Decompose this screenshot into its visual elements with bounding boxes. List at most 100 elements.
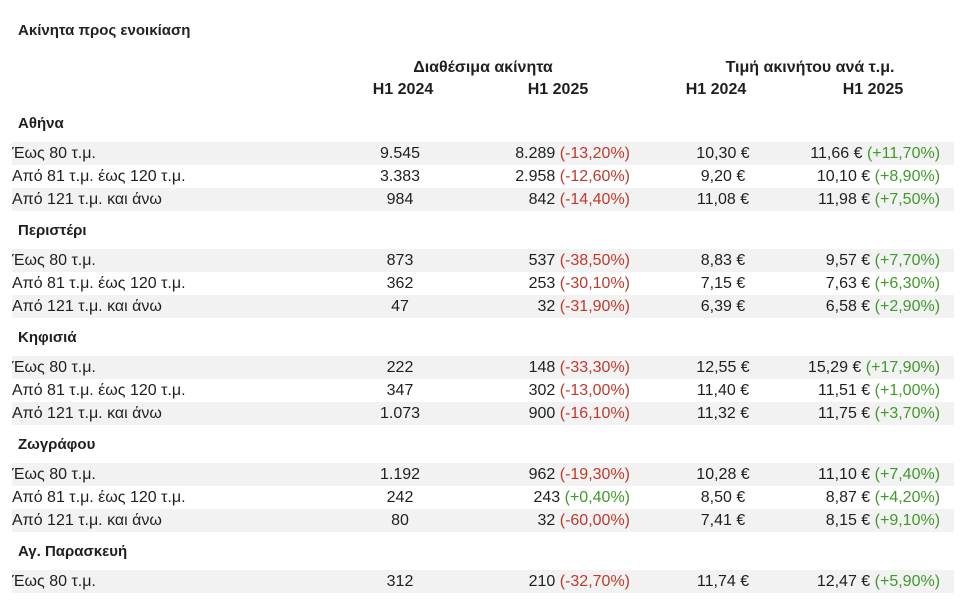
avail-2024-cell: 347 [386,381,414,399]
price-2025-cell: 15,29 € (+17,90%) [796,356,955,379]
row-label: Έως 80 τ.μ. [12,570,312,593]
price-2025-cell: 11,51 € (+1,00%) [796,379,954,402]
price-2025-cell: 11,98 € (+7,50%) [796,188,955,211]
avail-2025-cell: 32 (-31,90%) [488,295,650,318]
avail-2024-cell: 1.192 [312,463,488,486]
avail-2024-cell: 1.073 [312,402,488,425]
row-label: Από 81 τ.μ. έως 120 τ.μ. [12,488,186,506]
price-2024-cell: 8,50 € [700,488,746,506]
avail-2025-value: 253 [528,274,556,292]
avail-2025-cell: 210 (-32,70%) [488,570,650,593]
price-2025-cell: 8,87 € (+4,20%) [796,486,954,509]
price-2025-value: 11,75 € [818,404,871,422]
avail-change: (-19,30%) [559,465,630,483]
price-2025-cell: 11,10 € (+7,40%) [796,463,955,486]
price-2025-cell: 7,63 € (+6,30%) [796,272,954,295]
avail-change: (-13,20%) [559,144,630,162]
price-2025-cell: 11,75 € (+3,70%) [796,402,955,425]
avail-2024-cell: 80 [312,509,488,532]
price-2024-cell: 11,32 € [650,402,796,425]
group-header-price: Τιμή ακινήτου ανά τ.μ. [725,59,895,76]
price-2025-cell: 11,66 € (+11,70%) [796,142,955,165]
section-title: Ζωγράφου [18,435,96,453]
price-change: (+1,00%) [874,381,941,399]
price-change: (+11,70%) [866,144,941,162]
price-2024-cell: 7,15 € [700,274,746,292]
price-2024-cell: 10,30 € [650,142,796,165]
table-row: Από 121 τ.μ. και άνω 1.073 900 (-16,10%) 11… [12,402,955,425]
avail-2025-cell: 842 (-14,40%) [488,188,650,211]
price-2025-cell: 12,47 € (+5,90%) [796,570,955,593]
price-2024-cell: 10,28 € [650,463,796,486]
section-row: Αγ. Παρασκευή [12,532,954,570]
col-header-avail-2025: H1 2025 [527,81,589,98]
price-2025-value: 9,57 € [825,251,871,269]
avail-change: (-12,60%) [559,167,630,185]
price-2025-value: 11,66 € [810,144,863,162]
avail-2025-value: 900 [528,404,556,422]
price-2025-value: 12,47 € [816,572,871,590]
price-2025-value: 8,15 € [825,511,871,529]
row-label: Από 121 τ.μ. και άνω [12,188,312,211]
table-row: Από 81 τ.μ. έως 120 τ.μ. 347 302 (-13,00%)… [12,379,954,402]
section-row: Ζωγράφου [12,425,954,463]
avail-2025-cell: 253 (-30,10%) [488,272,650,295]
table-row: Έως 80 τ.μ. 312 210 (-32,70%) 11,74 €12,47 … [12,570,955,593]
price-2024-cell: 6,39 € [650,295,796,318]
avail-change: (-60,00%) [559,511,630,529]
avail-2024-cell: 222 [312,356,488,379]
price-2025-value: 6,58 € [825,297,871,315]
avail-2025-cell: 243 (+0,40%) [488,486,650,509]
price-2025-cell: 9,57 € (+7,70%) [796,249,955,272]
price-2025-value: 10,10 € [816,167,871,185]
avail-2025-value: 148 [528,358,556,376]
avail-2024-cell: 984 [312,188,488,211]
table-row: Από 81 τ.μ. έως 120 τ.μ. 3.383 2.958 (-12,… [12,165,954,188]
avail-2025-cell: 32 (-60,00%) [488,509,650,532]
price-change: (+7,70%) [874,251,941,269]
row-label: Έως 80 τ.μ. [12,249,312,272]
avail-2025-value: 537 [528,251,556,269]
avail-2025-cell: 8.289 (-13,20%) [488,142,650,165]
price-change: (+5,90%) [874,572,941,590]
avail-2025-cell: 148 (-33,30%) [488,356,650,379]
table-row: Έως 80 τ.μ. 1.192 962 (-19,30%) 10,28 €11,1… [12,463,955,486]
price-change: (+7,40%) [874,465,941,483]
avail-2025-value: 32 [537,511,556,529]
avail-2025-cell: 537 (-38,50%) [488,249,650,272]
col-header-price-2025: H1 2025 [842,81,904,98]
section-row: Αθήνα [12,104,954,142]
price-2025-value: 11,51 € [818,381,871,399]
price-2025-cell: 6,58 € (+2,90%) [796,295,955,318]
avail-2025-value: 2.958 [515,167,556,185]
table-row: Από 121 τ.μ. και άνω 80 32 (-60,00%) 7,41 €… [12,509,955,532]
price-change: (+6,30%) [874,274,941,292]
price-change: (+2,90%) [874,297,941,315]
avail-2025-value: 243 [533,488,561,506]
price-2025-value: 11,98 € [818,190,871,208]
table-row: Έως 80 τ.μ. 222 148 (-33,30%) 12,55 €15,29 … [12,356,955,379]
avail-2024-cell: 873 [312,249,488,272]
price-2024-cell: 9,20 € [700,167,746,185]
page-title: Ακίνητα προς ενοικίαση [18,22,191,39]
price-2024-cell: 7,41 € [650,509,796,532]
section-title: Αθήνα [18,114,64,132]
avail-2024-cell: 9.545 [312,142,488,165]
col-header-price-2024: H1 2024 [685,81,747,98]
price-2025-value: 15,29 € [807,358,862,376]
row-label: Έως 80 τ.μ. [12,142,312,165]
group-header-available: Διαθέσιμα ακίνητα [413,59,553,76]
section-title: Κηφισιά [18,328,77,346]
table-row: Από 81 τ.μ. έως 120 τ.μ. 242 243 (+0,40%) 8… [12,486,954,509]
avail-change: (-31,90%) [559,297,630,315]
avail-change: (-32,70%) [559,572,630,590]
price-change: (+7,50%) [874,190,941,208]
table-row: Από 121 τ.μ. και άνω 984 842 (-14,40%) 11,0… [12,188,955,211]
row-label: Από 81 τ.μ. έως 120 τ.μ. [12,167,186,185]
price-2024-cell: 11,08 € [650,188,796,211]
price-2025-cell: 10,10 € (+8,90%) [796,165,954,188]
row-label: Έως 80 τ.μ. [12,356,312,379]
avail-2025-cell: 302 (-13,00%) [488,379,650,402]
row-label: Από 121 τ.μ. και άνω [12,295,312,318]
avail-2024-cell: 362 [386,274,414,292]
